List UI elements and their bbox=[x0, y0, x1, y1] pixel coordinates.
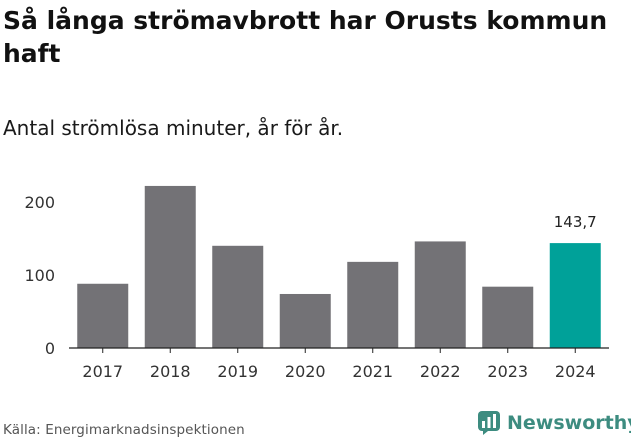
brand-logo: Newsworthy bbox=[477, 408, 631, 438]
y-tick-label: 0 bbox=[45, 339, 55, 358]
bar-2021 bbox=[347, 261, 399, 348]
bar-2023 bbox=[482, 286, 534, 348]
y-tick-label: 200 bbox=[24, 193, 55, 212]
bar-2017 bbox=[77, 283, 129, 348]
y-tick-label: 100 bbox=[24, 266, 55, 285]
x-tick-label: 2024 bbox=[555, 362, 596, 381]
x-tick-label: 2018 bbox=[150, 362, 191, 381]
x-tick-label: 2017 bbox=[82, 362, 123, 381]
x-tick-label: 2023 bbox=[487, 362, 528, 381]
data-labels: 143,7 bbox=[554, 213, 597, 231]
x-axis: 2017 2018 2019 2020 2021 2022 2023 2024 bbox=[82, 348, 596, 381]
x-tick-label: 2022 bbox=[420, 362, 461, 381]
bar-2019 bbox=[212, 245, 264, 348]
bar-chart: 0 100 200 2017 2018 2019 2020 2021 2022 2023 2024… bbox=[24, 185, 609, 381]
chart-title: Så långa strömavbrott har Orusts kommun … bbox=[3, 6, 608, 68]
bar-2022 bbox=[414, 241, 466, 348]
data-label: 143,7 bbox=[554, 213, 597, 231]
bar-2020 bbox=[279, 293, 331, 348]
bar-2018 bbox=[144, 185, 196, 348]
bars-group bbox=[77, 185, 601, 348]
source-note: Källa: Energimarknadsinspektionen bbox=[3, 422, 245, 438]
y-axis: 0 100 200 bbox=[24, 193, 55, 358]
newsworthy-logo-icon bbox=[478, 411, 500, 435]
brand-name: Newsworthy bbox=[507, 412, 631, 434]
chart-subtitle: Antal strömlösa minuter, år för år. bbox=[3, 116, 344, 140]
bar-2024 bbox=[549, 243, 601, 348]
x-tick-label: 2020 bbox=[285, 362, 326, 381]
x-tick-label: 2021 bbox=[352, 362, 393, 381]
x-tick-label: 2019 bbox=[217, 362, 258, 381]
